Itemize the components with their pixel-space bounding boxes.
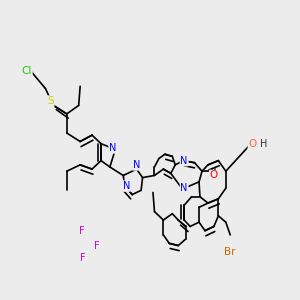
Text: N: N [181,156,188,166]
Text: F: F [79,226,85,236]
Text: H: H [260,139,267,148]
Text: F: F [94,241,99,250]
Text: N: N [122,181,130,191]
Text: N: N [181,183,188,193]
Text: F: F [80,253,86,263]
Text: N: N [133,160,140,170]
Text: Br: Br [224,247,236,257]
Text: O: O [248,139,257,148]
Text: O: O [210,170,218,181]
Text: Cl: Cl [22,66,32,76]
Text: S: S [47,96,54,106]
Text: N: N [109,143,116,153]
